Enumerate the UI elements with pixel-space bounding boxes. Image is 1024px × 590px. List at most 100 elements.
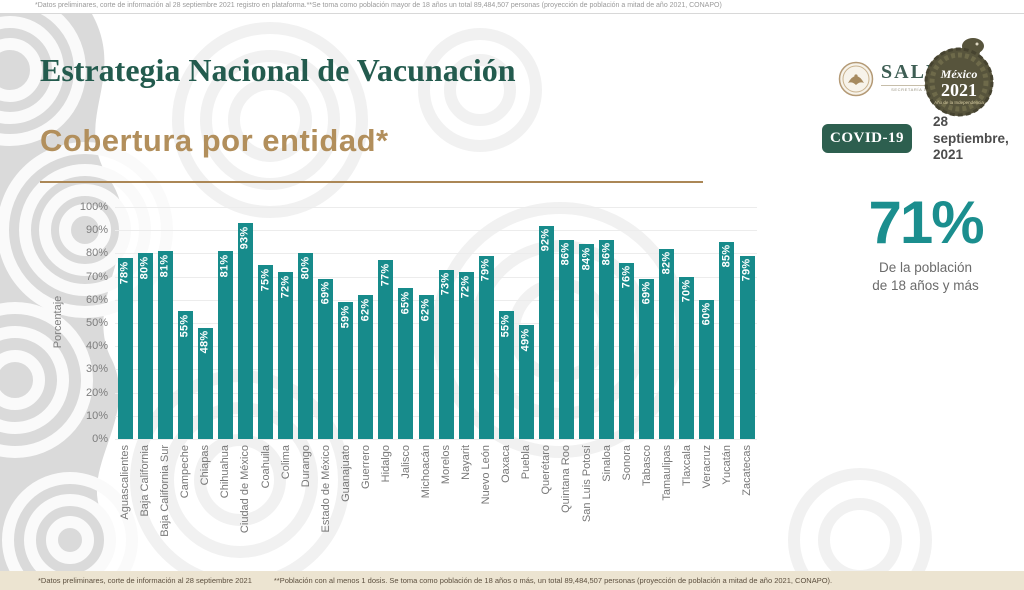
gold-divider — [40, 181, 703, 183]
bar-value-label: 65% — [399, 291, 412, 315]
bar-value-label: 72% — [279, 275, 291, 298]
bar — [699, 299, 715, 439]
bar-value-label: 55% — [499, 314, 512, 338]
bar — [619, 262, 635, 439]
x-tick-label: Chihuahua — [219, 445, 232, 499]
bar-value-label: 79% — [479, 258, 492, 282]
footer-note-2: **Población con al menos 1 dosis. Se tom… — [273, 576, 833, 585]
x-tick-label: Quintana Roo — [560, 445, 573, 513]
bar — [137, 253, 153, 439]
bar-value-label: 79% — [740, 258, 753, 282]
x-tick-label: Oaxaca — [500, 445, 513, 483]
x-tick-label: Puebla — [520, 445, 533, 480]
bar — [298, 253, 314, 439]
page-title: Estrategia Nacional de Vacunación — [40, 52, 516, 88]
x-tick-label: Yucatán — [720, 445, 733, 485]
x-tick-label: Hidalgo — [379, 445, 392, 483]
bar — [739, 255, 755, 439]
y-tick-label: 80% — [85, 247, 108, 260]
grid-line — [115, 299, 757, 301]
bar — [639, 278, 655, 439]
y-tick-label: 10% — [85, 409, 108, 422]
grid-line — [115, 369, 757, 371]
footer-note-1: *Datos preliminares, corte de informació… — [38, 576, 252, 585]
y-tick-label: 90% — [85, 224, 108, 237]
bar — [599, 239, 614, 439]
report-date: 28 septiembre, 2021 — [933, 114, 1009, 164]
emblem-mexico-text: México — [940, 67, 978, 81]
bar — [237, 223, 253, 439]
x-tick-label: Nuevo León — [480, 445, 493, 505]
bar — [398, 288, 414, 439]
bar — [438, 269, 454, 439]
x-tick-label: Tlaxcala — [680, 445, 693, 486]
x-tick-label: Tabasco — [640, 445, 653, 486]
x-tick-label: Guanajuato — [339, 445, 352, 502]
bar — [558, 239, 574, 439]
x-tick-label: Sinaloa — [600, 445, 613, 482]
bar — [177, 311, 193, 439]
x-tick-label: Morelos — [440, 445, 452, 485]
bar-value-label: 60% — [700, 302, 713, 326]
x-tick-label: San Luis Potosí — [580, 445, 593, 523]
y-tick-label: 40% — [85, 340, 108, 353]
x-tick-label: Estado de México — [319, 445, 332, 533]
bar — [659, 248, 675, 439]
bar-value-label: 62% — [419, 298, 432, 322]
bar-value-label: 85% — [720, 244, 733, 268]
bar-value-label: 77% — [379, 263, 392, 287]
x-tick-label: Tamaulipas — [660, 445, 673, 501]
page-subtitle: Cobertura por entidad* — [40, 123, 389, 158]
x-tick-label: Baja California Sur — [159, 445, 172, 537]
x-tick-label: Sonora — [620, 445, 633, 481]
bar — [258, 265, 273, 439]
bar-value-label: 59% — [339, 305, 352, 329]
date-year: 2021 — [933, 147, 964, 162]
bar-value-label: 49% — [519, 328, 532, 352]
x-tick-label: Durango — [299, 445, 312, 488]
x-tick-label: Chiapas — [199, 445, 212, 486]
grid-line — [115, 230, 757, 232]
footer-disclaimer-bar: *Datos preliminares, corte de informació… — [0, 571, 1024, 590]
x-tick-label: Guerrero — [359, 445, 372, 490]
bar-value-label: 69% — [319, 281, 332, 305]
bar — [538, 225, 554, 439]
bar — [338, 302, 354, 439]
mexico-2021-emblem: México 2021 Año de la Independencia — [920, 35, 998, 120]
bar-value-label: 62% — [359, 298, 372, 322]
grid-line — [115, 323, 757, 324]
y-tick-label: 70% — [85, 270, 108, 283]
bar-value-label: 86% — [600, 242, 612, 266]
grid-line — [115, 276, 757, 278]
grid-line — [115, 253, 757, 255]
bar-value-label: 80% — [138, 256, 151, 280]
bar — [278, 272, 293, 439]
bar-value-label: 93% — [238, 226, 251, 250]
bar-value-label: 70% — [680, 279, 693, 303]
x-tick-label: Colima — [279, 445, 292, 480]
covid19-badge: COVID-19 — [822, 124, 912, 153]
x-tick-label: Ciudad de México — [239, 445, 252, 534]
bar — [579, 244, 594, 439]
bar-value-label: 69% — [640, 281, 653, 305]
bar — [478, 255, 494, 439]
bar — [719, 241, 735, 439]
date-month: septiembre, — [933, 130, 1009, 146]
grid-line — [115, 392, 757, 394]
coverage-caption: De la población de 18 años y más — [872, 260, 979, 293]
x-tick-label: Nayarit — [460, 445, 473, 480]
coverage-total-value: 71% — [868, 189, 984, 256]
bar — [418, 295, 434, 439]
x-tick-label: Zacatecas — [741, 445, 753, 496]
y-tick-label: 30% — [85, 363, 108, 376]
salud-logo-subtext: SECRETARÍA DE SALUD — [881, 85, 959, 92]
x-tick-label: Jalisco — [399, 445, 412, 479]
bar — [358, 295, 374, 439]
bar-value-label: 81% — [158, 254, 171, 278]
grid-line — [115, 346, 757, 348]
bar-value-label: 73% — [439, 272, 452, 296]
bar-value-label: 84% — [580, 247, 592, 271]
date-day: 28 — [933, 114, 949, 129]
